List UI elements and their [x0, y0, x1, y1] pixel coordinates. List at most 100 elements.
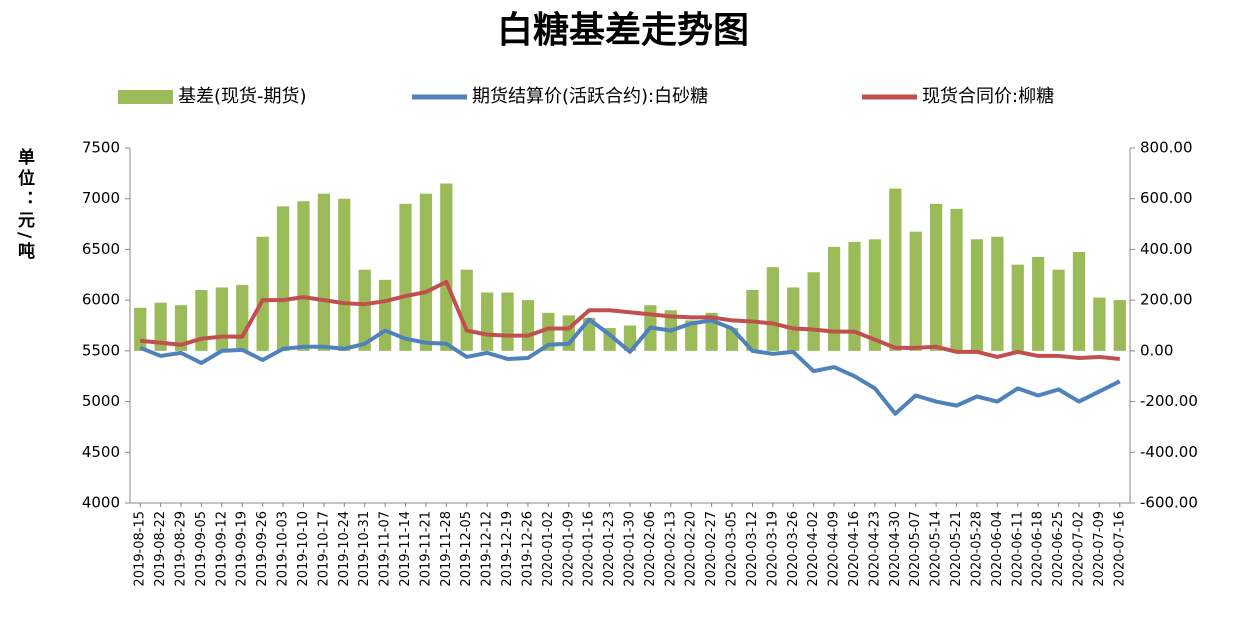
legend-swatch [118, 90, 173, 104]
bar [195, 290, 208, 351]
bar [827, 246, 841, 351]
x-tick-label: 2019-11-28 [439, 511, 454, 587]
x-tick-label: 2020-05-21 [949, 511, 964, 587]
x-tick-label: 2019-09-05 [194, 511, 209, 587]
bar [521, 300, 535, 351]
bar [766, 267, 779, 351]
x-tick-label: 2020-02-27 [704, 511, 719, 587]
bar [623, 325, 637, 351]
y-tick-label: 5500 [82, 341, 120, 359]
x-tick-label: 2020-03-12 [745, 511, 760, 587]
y2-tick-label: -400.00 [1140, 443, 1198, 461]
x-tick-label: 2019-10-17 [316, 511, 331, 587]
x-tick-label: 2020-06-25 [1051, 511, 1066, 587]
x-tick-label: 2020-06-04 [990, 511, 1005, 587]
y2-tick-label: 200.00 [1140, 291, 1193, 309]
bar [1072, 251, 1086, 351]
bar [297, 201, 310, 351]
x-tick-label: 2019-08-15 [133, 511, 148, 587]
x-tick-label: 2020-01-16 [582, 511, 597, 587]
chart-title: 白糖基差走势图 [497, 10, 749, 51]
x-tick-label: 2019-12-12 [480, 511, 495, 587]
line [140, 279, 1120, 361]
x-tick-label: 2020-04-02 [806, 511, 821, 587]
bar [440, 183, 453, 351]
y-tick-label: 4500 [82, 443, 120, 461]
y-tick-label: 7500 [82, 139, 120, 157]
bar [215, 287, 228, 351]
bar [909, 231, 922, 351]
x-tick-label: 2020-03-05 [725, 511, 740, 587]
x-tick-label: 2020-01-02 [541, 511, 556, 587]
y-tick-label: 6500 [82, 240, 120, 258]
bar [501, 292, 514, 351]
x-tick-label: 2019-11-14 [398, 511, 413, 587]
x-tick-label: 2019-09-26 [255, 511, 270, 587]
x-tick-label: 2019-10-31 [357, 511, 372, 587]
bar [174, 305, 188, 351]
x-tick-label: 2020-02-20 [684, 511, 699, 587]
legend-label: 现货合同价:柳糖 [922, 86, 1054, 107]
x-tick-label: 2020-01-30 [623, 511, 638, 587]
y-tick-label: 6000 [82, 291, 120, 309]
bar [1032, 257, 1045, 351]
bar [236, 284, 249, 351]
x-tick-label: 2020-06-18 [1031, 511, 1046, 587]
y2-tick-label: 600.00 [1140, 189, 1193, 207]
bar [807, 272, 820, 351]
bar [1011, 264, 1024, 351]
x-tick-label: 2020-04-09 [827, 511, 842, 587]
bar [542, 312, 555, 351]
x-tick-label: 2020-04-23 [867, 511, 882, 587]
x-tick-label: 2019-12-05 [459, 511, 474, 587]
legend-label: 基差(现货-期货) [178, 86, 307, 107]
y2-tick-label: -200.00 [1140, 392, 1198, 410]
bar [1093, 297, 1106, 351]
bar [317, 193, 330, 351]
bar [685, 320, 698, 351]
x-tick-label: 2020-02-13 [663, 511, 678, 587]
bar [481, 292, 494, 351]
y2-tick-label: 0.00 [1140, 341, 1173, 359]
x-tick-label: 2019-08-22 [153, 511, 168, 587]
bar [1113, 300, 1126, 351]
x-tick-label: 2020-05-14 [929, 511, 944, 587]
bar [338, 198, 351, 351]
bar [848, 241, 861, 351]
x-tick-label: 2020-02-06 [643, 511, 658, 587]
bar [460, 269, 473, 351]
bar [930, 203, 943, 351]
y-tick-label: 4000 [82, 494, 120, 512]
x-tick-label: 2019-12-19 [500, 511, 515, 587]
bar [889, 188, 902, 351]
x-tick-label: 2019-09-12 [214, 511, 229, 587]
x-tick-label: 2019-11-21 [418, 511, 433, 587]
bar [134, 307, 147, 351]
y-axis-label: 单位：元/吨 [14, 147, 35, 263]
x-tick-label: 2019-10-10 [296, 511, 311, 587]
y2-tick-label: 400.00 [1140, 240, 1193, 258]
bar [358, 269, 371, 351]
bar [154, 302, 167, 351]
x-tick-label: 2019-11-07 [378, 511, 393, 587]
x-tick-label: 2019-10-03 [276, 511, 291, 587]
bar [399, 203, 412, 351]
x-tick-label: 2020-07-09 [1092, 511, 1107, 587]
bar [1052, 269, 1065, 351]
bar [256, 236, 269, 351]
bar [787, 287, 800, 351]
bar [276, 206, 290, 351]
x-tick-label: 2020-04-16 [847, 511, 862, 587]
x-tick-label: 2019-10-24 [337, 511, 352, 587]
line [139, 317, 1121, 416]
x-tick-label: 2020-07-16 [1112, 511, 1127, 587]
y2-tick-label: 800.00 [1140, 139, 1193, 157]
bar [950, 208, 963, 351]
bar [419, 193, 433, 351]
x-tick-label: 2020-03-19 [765, 511, 780, 587]
x-tick-label: 2020-07-02 [1071, 511, 1086, 587]
x-tick-label: 2020-03-26 [786, 511, 801, 587]
x-tick-label: 2020-04-30 [888, 511, 903, 587]
x-tick-label: 2019-12-26 [520, 511, 535, 587]
